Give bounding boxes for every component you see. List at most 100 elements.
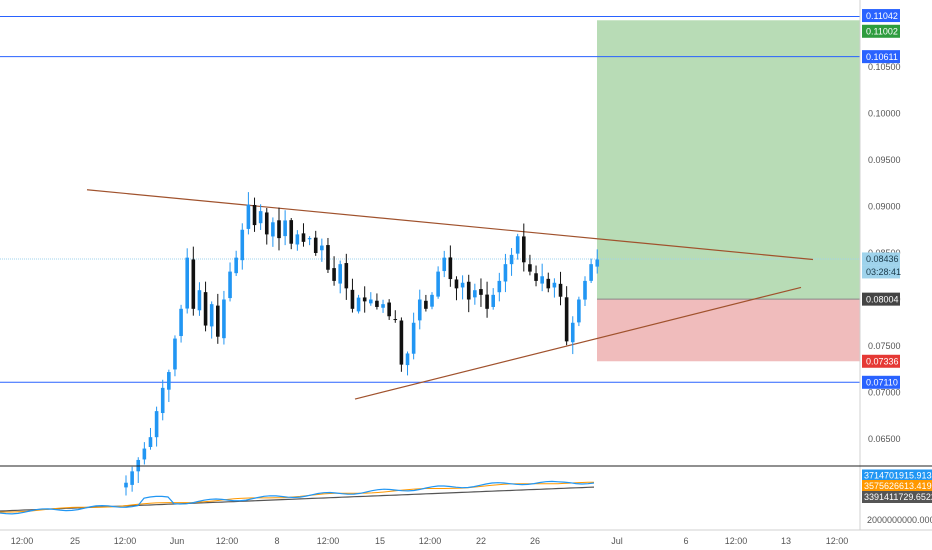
candle <box>185 248 189 314</box>
candle <box>405 351 410 376</box>
time-tick-label: 8 <box>274 536 279 546</box>
hline-price-tag: 0.10611 <box>862 50 900 64</box>
svg-text:0.08436: 0.08436 <box>866 254 899 264</box>
position-profit-zone[interactable] <box>597 20 860 300</box>
candle <box>222 290 226 345</box>
candle <box>240 223 245 270</box>
candle <box>124 475 128 496</box>
candle <box>430 292 434 310</box>
candle <box>540 263 544 292</box>
candle <box>191 246 196 316</box>
candle <box>460 275 465 300</box>
candle <box>234 250 238 277</box>
price-pane[interactable] <box>0 16 860 496</box>
candle <box>595 249 600 274</box>
indicator-line-blue <box>0 480 595 515</box>
svg-text:3575626613.41994: 3575626613.41994 <box>864 481 932 491</box>
candle <box>570 316 575 355</box>
indicator-value-tag: 3714701915.91330 <box>862 469 932 482</box>
candle <box>332 256 336 286</box>
time-tick-label: 15 <box>375 536 385 546</box>
candle <box>436 266 440 299</box>
svg-text:03:28:41: 03:28:41 <box>866 267 901 277</box>
candle <box>564 286 569 346</box>
candle <box>497 272 502 302</box>
candle <box>350 278 355 313</box>
target-price-tag: 0.11002 <box>862 24 900 38</box>
candle <box>277 207 281 251</box>
candle <box>283 210 287 246</box>
hline-price-tag: 0.07110 <box>862 375 900 389</box>
time-tick-label: 12:00 <box>725 536 748 546</box>
candle <box>301 223 306 247</box>
candle <box>546 272 551 293</box>
time-tick-label: 12:00 <box>826 536 849 546</box>
candle <box>295 230 300 251</box>
price-tick-label: 0.10500 <box>868 62 901 72</box>
time-tick-label: 12:00 <box>114 536 137 546</box>
price-tick-label: 0.09500 <box>868 155 901 165</box>
candle <box>411 312 416 360</box>
time-axis[interactable]: 12:00 25 12:00 Jun 12:00 8 12:00 15 12:00 22 26 Jul… <box>0 529 932 546</box>
price-tick-label: 0.09000 <box>868 201 901 211</box>
candle <box>491 288 495 310</box>
trendline-upper[interactable] <box>86 189 814 261</box>
candle <box>387 299 391 320</box>
trendline-lower[interactable] <box>354 286 802 400</box>
time-tick-label: 26 <box>530 536 540 546</box>
candle <box>399 317 404 372</box>
time-tick-label: 12:00 <box>11 536 34 546</box>
candle <box>369 292 373 306</box>
time-tick-label: 12:00 <box>317 536 340 546</box>
candle <box>320 238 324 262</box>
price-axis[interactable]: 0.065000.070000.075000.080000.085000.090… <box>859 0 932 530</box>
candle <box>356 294 361 314</box>
indicator-pane[interactable]: 3714701915.913303575626613.4199433914117… <box>0 465 932 525</box>
candle <box>338 260 342 294</box>
time-tick-label: 25 <box>70 536 80 546</box>
candle <box>307 236 312 246</box>
price-tick-label: 0.07500 <box>868 341 901 351</box>
time-tick-label: 12:00 <box>419 536 442 546</box>
candle <box>528 254 532 276</box>
svg-text:0.10611: 0.10611 <box>866 52 898 62</box>
candle <box>203 281 208 332</box>
time-tick-label: 12:00 <box>216 536 239 546</box>
time-tick-label: Jun <box>170 536 185 546</box>
candle <box>503 253 508 293</box>
candle <box>344 253 349 300</box>
candle <box>522 223 526 272</box>
indicator-line-orange <box>0 481 595 513</box>
candle <box>289 218 294 250</box>
time-tick-label: 22 <box>476 536 486 546</box>
price-tick-label: 0.07000 <box>868 388 901 398</box>
candle <box>424 294 428 312</box>
candle <box>589 258 593 284</box>
candle <box>313 230 318 256</box>
svg-text:3391411729.65224: 3391411729.65224 <box>864 492 932 502</box>
svg-text:0.11002: 0.11002 <box>866 26 898 36</box>
svg-text:0.07336: 0.07336 <box>866 356 899 366</box>
candle <box>381 299 385 313</box>
candle <box>148 427 153 450</box>
price-tick-label: 0.06500 <box>868 434 901 444</box>
candle <box>558 271 563 306</box>
time-tick-label: 6 <box>683 536 688 546</box>
position-loss-zone[interactable] <box>597 299 860 362</box>
entry-price-tag: 0.08004 <box>862 292 900 306</box>
candle <box>515 233 520 260</box>
candle <box>216 293 220 344</box>
candles <box>124 192 600 496</box>
candle <box>246 192 251 235</box>
candle <box>583 276 587 306</box>
candle <box>179 304 183 343</box>
candle <box>534 265 538 287</box>
candle <box>479 278 483 307</box>
time-tick-label: 13 <box>781 536 791 546</box>
current-price-tag: 0.08436 <box>862 252 900 266</box>
candle <box>142 442 147 465</box>
candle <box>228 262 232 302</box>
candle <box>485 281 489 318</box>
candle <box>160 379 165 421</box>
